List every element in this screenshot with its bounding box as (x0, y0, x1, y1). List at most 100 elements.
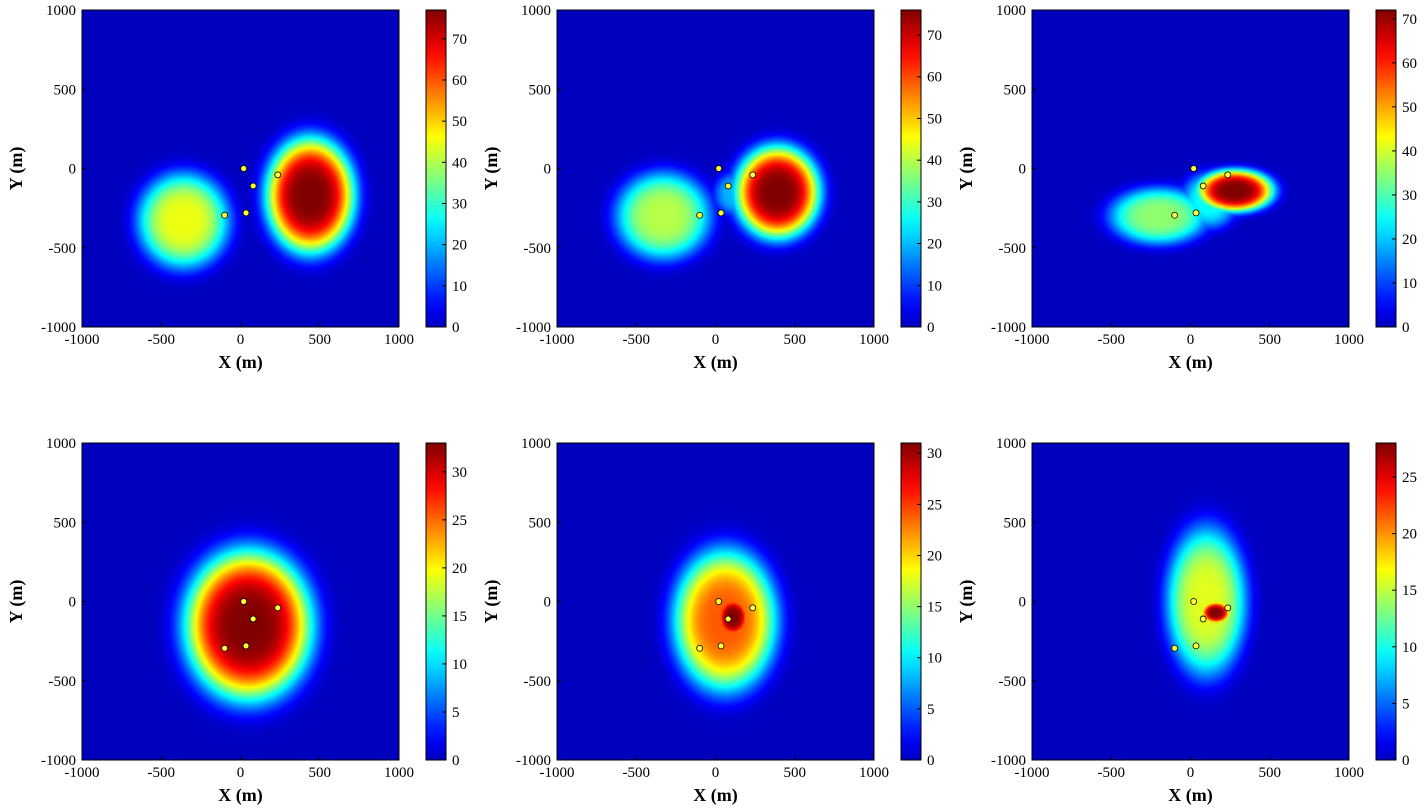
sensor-marker (1224, 171, 1232, 179)
y-tick-label: 500 (54, 82, 77, 98)
colorbar-tick-label: 70 (452, 32, 467, 48)
colorbar-tick-label: 20 (927, 548, 942, 564)
colorbar-tick-label: 10 (1402, 276, 1417, 292)
x-tick-label: -500 (148, 765, 176, 781)
colorbar-tick-label: 0 (452, 320, 460, 336)
x-tick-label: 1000 (384, 332, 414, 348)
colorbar (900, 442, 922, 761)
x-tick-label: 1000 (384, 765, 414, 781)
y-tick-label: 1000 (996, 436, 1026, 452)
colorbar-tick-label: 25 (1402, 470, 1417, 486)
x-tick-label: 0 (712, 332, 720, 348)
colorbar-tick-label: 50 (452, 114, 467, 130)
y-axis-label: Y (m) (6, 580, 27, 624)
heatmap-field (557, 443, 874, 760)
colorbar-tick-label: 20 (452, 238, 467, 254)
y-tick-label: 500 (529, 515, 552, 531)
colorbar-tick-label: 30 (927, 195, 942, 211)
x-tick-label: 0 (237, 765, 245, 781)
heatmap-field (1032, 10, 1349, 327)
y-tick-label: 0 (544, 595, 552, 611)
y-tick-label: -500 (49, 674, 77, 690)
y-tick-label: 0 (1019, 595, 1027, 611)
sensor-marker (1224, 604, 1232, 612)
heatmap-field (557, 10, 874, 327)
y-tick-label: -1000 (41, 753, 76, 769)
colorbar-tick-label: 70 (927, 28, 942, 44)
sensor-marker (242, 209, 250, 217)
colorbar-tick-label: 0 (1402, 320, 1410, 336)
x-tick-label: -500 (623, 765, 651, 781)
y-tick-label: -500 (524, 674, 552, 690)
heatmap-canvas (557, 443, 874, 760)
colorbar-tick-label: 15 (927, 600, 942, 616)
y-tick-label: -500 (524, 241, 552, 257)
colorbar-tick-label: 40 (927, 153, 942, 169)
x-tick-label: 500 (784, 765, 807, 781)
sensor-marker (1199, 182, 1207, 190)
x-tick-label: 1000 (859, 332, 889, 348)
x-tick-label: -500 (148, 332, 176, 348)
sensor-marker (274, 171, 282, 179)
x-axis-label: X (m) (693, 352, 737, 373)
sensor-marker (274, 604, 282, 612)
y-tick-label: 0 (69, 595, 77, 611)
y-tick-label: 1000 (521, 436, 551, 452)
sensor-marker (1190, 598, 1198, 605)
y-tick-label: -1000 (516, 753, 551, 769)
colorbar-tick-label: 10 (452, 279, 467, 295)
sensor-marker (696, 211, 704, 219)
sensor-marker (249, 615, 257, 623)
y-tick-label: 500 (1004, 515, 1027, 531)
colorbar-tick-label: 60 (927, 70, 942, 86)
sensor-marker (696, 644, 704, 652)
colorbar-tick-label: 70 (1402, 12, 1417, 28)
sensor-marker (724, 615, 732, 623)
colorbar-tick-label: 30 (1402, 188, 1417, 204)
colorbar-tick-label: 40 (452, 155, 467, 171)
sensor-marker (1192, 642, 1200, 650)
axes-frame (1031, 442, 1350, 761)
y-tick-label: 0 (69, 162, 77, 178)
colorbar-tick-label: 25 (452, 513, 467, 529)
y-axis-label: Y (m) (956, 580, 977, 624)
colorbar-tick-label: 60 (1402, 56, 1417, 72)
x-tick-label: 1000 (1334, 765, 1364, 781)
heatmap-canvas (82, 10, 399, 327)
colorbar (425, 442, 447, 761)
x-tick-label: 0 (1187, 765, 1195, 781)
x-axis-label: X (m) (218, 785, 262, 806)
sensor-marker (1171, 211, 1179, 219)
heatmap-field (1032, 443, 1349, 760)
sensor-marker (221, 211, 229, 219)
colorbar-tick-label: 15 (452, 609, 467, 625)
x-axis-label: X (m) (1168, 352, 1212, 373)
colorbar (1375, 9, 1397, 328)
sensor-marker (717, 642, 725, 650)
colorbar-tick-label: 20 (1402, 527, 1417, 543)
colorbar-tick-label: 20 (927, 237, 942, 253)
colorbar-tick-label: 50 (927, 111, 942, 127)
sensor-marker (240, 598, 248, 605)
heatmap-canvas (1032, 443, 1349, 760)
y-tick-label: 1000 (521, 3, 551, 19)
sensor-marker (1171, 644, 1179, 652)
x-axis-label: X (m) (693, 785, 737, 806)
sensor-marker (749, 604, 757, 612)
colorbar-tick-label: 40 (1402, 144, 1417, 160)
y-tick-label: 1000 (46, 436, 76, 452)
x-tick-label: 1000 (1334, 332, 1364, 348)
x-tick-label: 500 (309, 332, 332, 348)
colorbar (425, 9, 447, 328)
x-tick-label: -1000 (65, 332, 100, 348)
colorbar-tick-label: 0 (927, 320, 935, 336)
colorbar-tick-label: 10 (452, 657, 467, 673)
x-tick-label: -1000 (540, 765, 575, 781)
x-tick-label: -1000 (1015, 765, 1050, 781)
